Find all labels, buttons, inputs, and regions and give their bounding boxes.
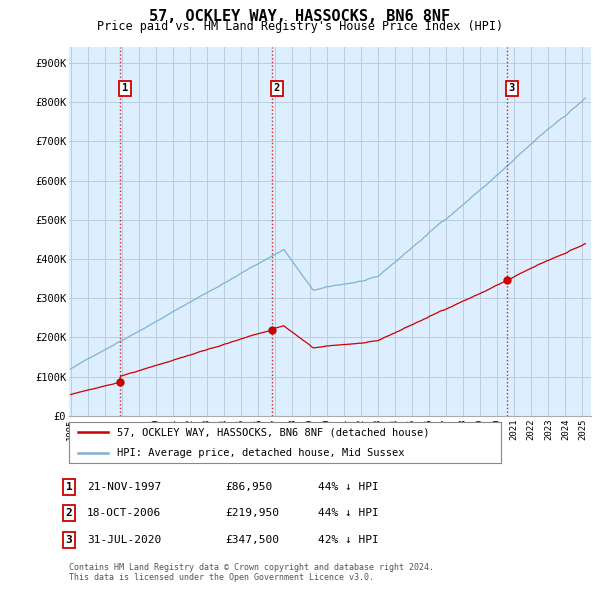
Text: 1: 1 bbox=[122, 83, 128, 93]
Text: 21-NOV-1997: 21-NOV-1997 bbox=[87, 482, 161, 491]
Text: Price paid vs. HM Land Registry's House Price Index (HPI): Price paid vs. HM Land Registry's House … bbox=[97, 20, 503, 33]
Text: 3: 3 bbox=[509, 83, 515, 93]
Text: 1: 1 bbox=[65, 482, 73, 491]
Text: £219,950: £219,950 bbox=[225, 509, 279, 518]
Text: 57, OCKLEY WAY, HASSOCKS, BN6 8NF (detached house): 57, OCKLEY WAY, HASSOCKS, BN6 8NF (detac… bbox=[116, 427, 429, 437]
Text: £86,950: £86,950 bbox=[225, 482, 272, 491]
Text: £347,500: £347,500 bbox=[225, 535, 279, 545]
Text: 18-OCT-2006: 18-OCT-2006 bbox=[87, 509, 161, 518]
Text: 57, OCKLEY WAY, HASSOCKS, BN6 8NF: 57, OCKLEY WAY, HASSOCKS, BN6 8NF bbox=[149, 9, 451, 24]
Text: 42% ↓ HPI: 42% ↓ HPI bbox=[318, 535, 379, 545]
Text: HPI: Average price, detached house, Mid Sussex: HPI: Average price, detached house, Mid … bbox=[116, 448, 404, 458]
Text: Contains HM Land Registry data © Crown copyright and database right 2024.
This d: Contains HM Land Registry data © Crown c… bbox=[69, 563, 434, 582]
Text: 2: 2 bbox=[274, 83, 280, 93]
Text: 3: 3 bbox=[65, 535, 73, 545]
Text: 44% ↓ HPI: 44% ↓ HPI bbox=[318, 509, 379, 518]
Text: 44% ↓ HPI: 44% ↓ HPI bbox=[318, 482, 379, 491]
Text: 2: 2 bbox=[65, 509, 73, 518]
Text: 31-JUL-2020: 31-JUL-2020 bbox=[87, 535, 161, 545]
